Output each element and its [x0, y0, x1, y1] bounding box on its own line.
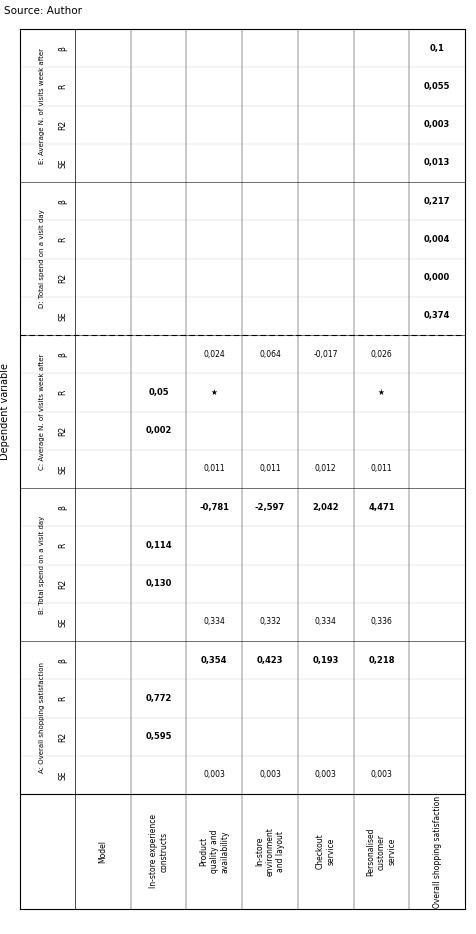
Text: 0,772: 0,772: [145, 694, 171, 703]
Text: β: β: [58, 199, 67, 204]
Text: 0,064: 0,064: [258, 349, 280, 359]
Text: B: Total spend on a visit day: B: Total spend on a visit day: [39, 516, 45, 614]
Text: 2,042: 2,042: [312, 502, 338, 512]
Text: R: R: [58, 236, 67, 242]
Text: 0,012: 0,012: [314, 464, 336, 474]
Text: Product
quality and
availability: Product quality and availability: [199, 829, 228, 873]
Text: R2: R2: [58, 273, 67, 283]
Text: 0,026: 0,026: [370, 349, 391, 359]
Text: 0,024: 0,024: [203, 349, 225, 359]
Text: -0,781: -0,781: [199, 502, 229, 512]
Text: -2,597: -2,597: [254, 502, 285, 512]
Text: ★: ★: [377, 388, 384, 397]
Text: Dependent variable: Dependent variable: [0, 363, 10, 460]
Text: 0,055: 0,055: [423, 82, 449, 91]
Text: R2: R2: [58, 120, 67, 130]
Text: R: R: [58, 84, 67, 89]
Text: D: Total spend on a visit day: D: Total spend on a visit day: [39, 209, 45, 308]
Text: 0,595: 0,595: [145, 732, 171, 741]
Text: 0,003: 0,003: [203, 771, 225, 779]
Text: E: Average N. of visits week after: E: Average N. of visits week after: [39, 48, 45, 163]
Text: β: β: [58, 658, 67, 662]
Text: A: Overall shopping satisfaction: A: Overall shopping satisfaction: [39, 662, 45, 773]
Text: 0,1: 0,1: [429, 44, 444, 52]
Text: 0,011: 0,011: [370, 464, 391, 474]
Text: SE: SE: [58, 158, 67, 167]
Text: Model: Model: [98, 840, 107, 863]
Text: SE: SE: [58, 464, 67, 474]
Text: 0,003: 0,003: [314, 771, 336, 779]
Text: Checkout
service: Checkout service: [316, 834, 335, 870]
Text: R2: R2: [58, 426, 67, 435]
Text: 0,374: 0,374: [423, 311, 449, 320]
Text: -0,017: -0,017: [313, 349, 337, 359]
Text: β: β: [58, 46, 67, 50]
Text: R: R: [58, 543, 67, 548]
Text: 0,334: 0,334: [314, 617, 336, 627]
Text: 0,193: 0,193: [312, 656, 338, 665]
Text: 0,05: 0,05: [148, 388, 169, 397]
Text: 4,471: 4,471: [367, 502, 394, 512]
Text: SE: SE: [58, 617, 67, 627]
Text: 0,217: 0,217: [423, 197, 449, 205]
Text: 0,332: 0,332: [258, 617, 280, 627]
Text: 0,003: 0,003: [370, 771, 392, 779]
Text: Overall shopping satisfaction: Overall shopping satisfaction: [432, 796, 441, 908]
Text: ★: ★: [210, 388, 217, 397]
Text: 0,003: 0,003: [423, 120, 449, 129]
Text: R: R: [58, 389, 67, 395]
Text: 0,011: 0,011: [258, 464, 280, 474]
Text: 0,011: 0,011: [203, 464, 225, 474]
Text: Source: Author: Source: Author: [4, 6, 82, 16]
Text: 0,336: 0,336: [370, 617, 392, 627]
Text: SE: SE: [58, 771, 67, 780]
Text: β: β: [58, 504, 67, 510]
Text: R: R: [58, 696, 67, 701]
Text: Personalised
customer
service: Personalised customer service: [366, 828, 396, 876]
Text: In-store experience
constructs: In-store experience constructs: [149, 814, 168, 888]
Text: 0,000: 0,000: [423, 273, 449, 282]
Text: In-store
environment
and layout: In-store environment and layout: [255, 828, 284, 876]
Text: 0,003: 0,003: [258, 771, 280, 779]
Text: 0,334: 0,334: [203, 617, 225, 627]
Text: 0,130: 0,130: [145, 579, 171, 588]
Text: 0,114: 0,114: [145, 541, 171, 550]
Text: R2: R2: [58, 731, 67, 742]
Text: R2: R2: [58, 578, 67, 588]
Text: 0,004: 0,004: [423, 234, 449, 244]
Text: C: Average N. of visits week after: C: Average N. of visits week after: [39, 353, 45, 470]
Text: 0,354: 0,354: [200, 656, 227, 665]
Text: SE: SE: [58, 311, 67, 320]
Text: β: β: [58, 352, 67, 357]
Text: 0,423: 0,423: [256, 656, 283, 665]
Text: 0,002: 0,002: [145, 426, 171, 435]
Text: 0,013: 0,013: [423, 159, 449, 167]
Text: 0,218: 0,218: [367, 656, 394, 665]
